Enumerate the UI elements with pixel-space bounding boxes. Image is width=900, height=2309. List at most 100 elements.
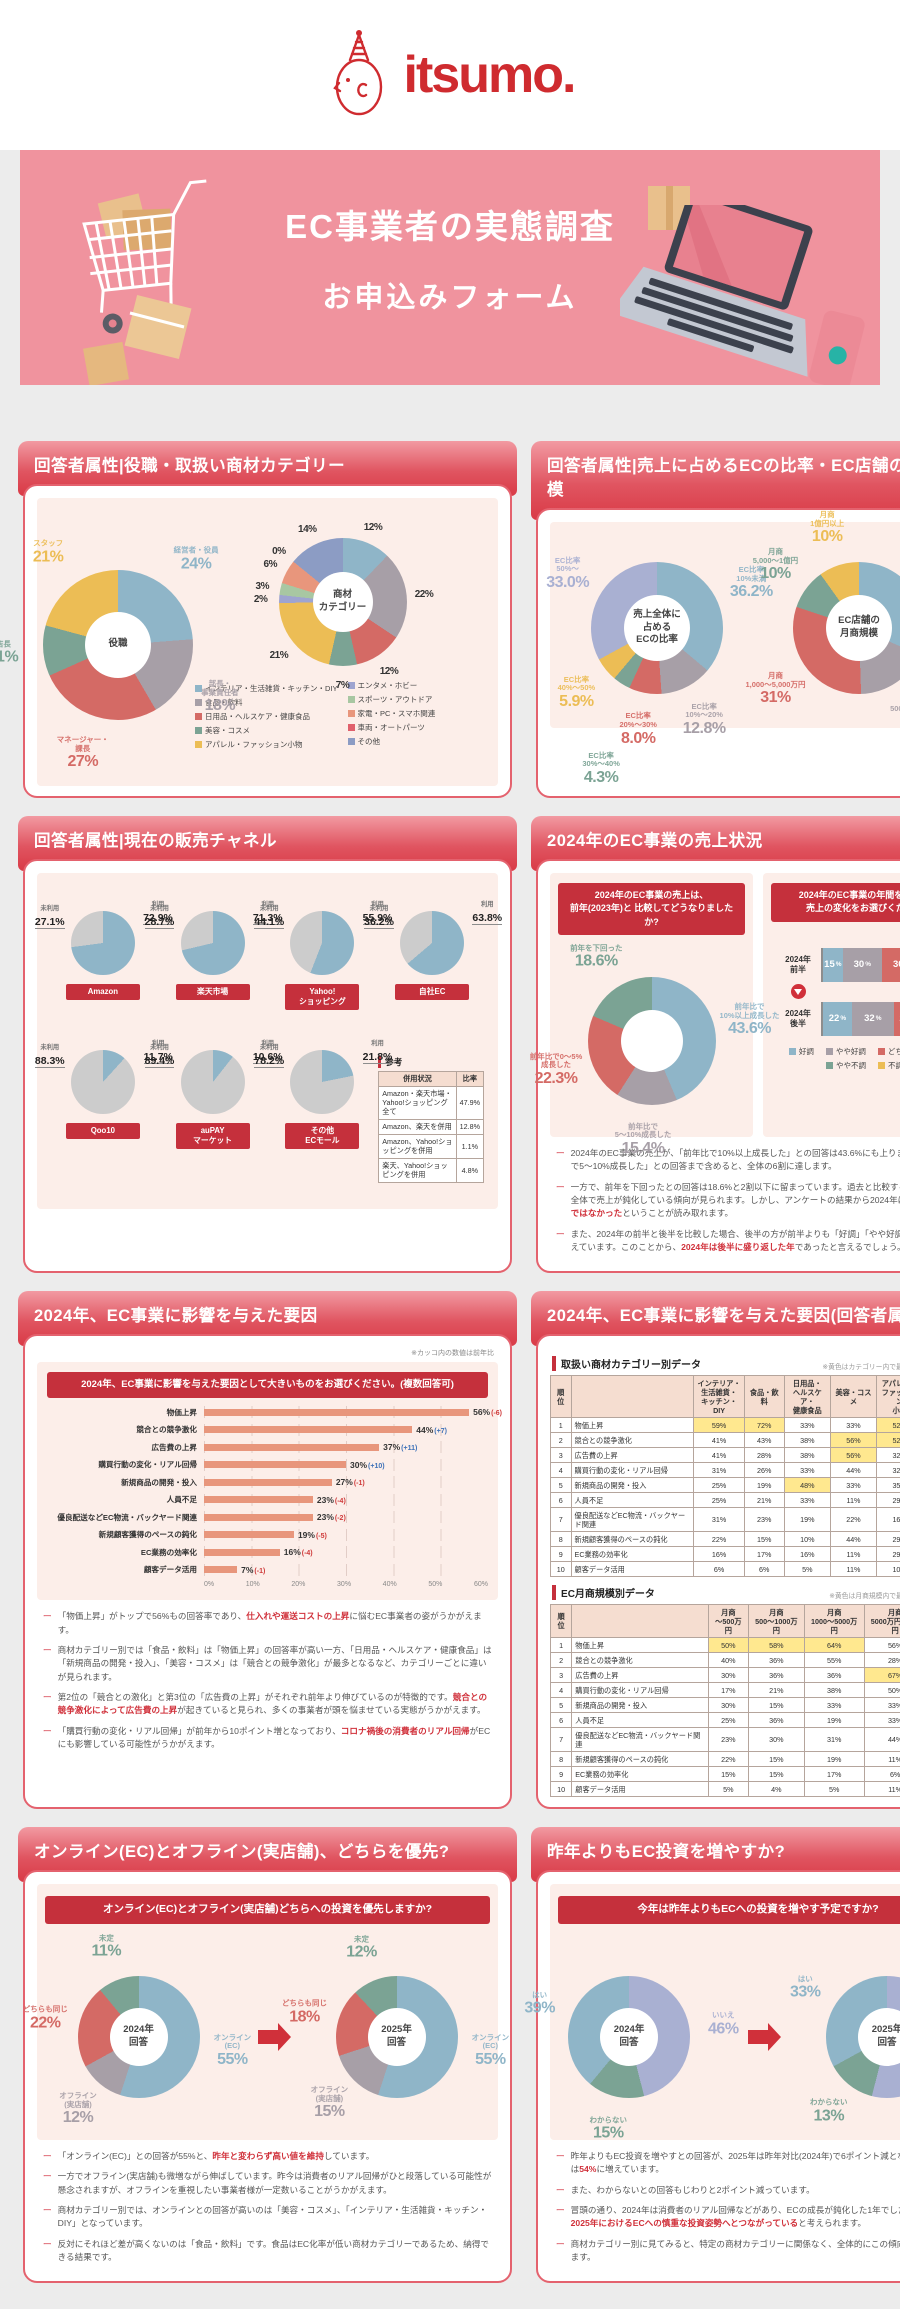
- pie-chart: [180, 910, 245, 975]
- x-axis-ticks: 0% 10% 20% 30% 40% 50% 60%: [204, 1581, 488, 1589]
- pie-chart: [400, 910, 465, 975]
- table1-note: ※黄色はカテゴリー内で最も回答率が高い項目: [822, 1364, 900, 1372]
- donut-ring: 2025年 回答: [826, 1975, 900, 2098]
- factor-bar-row: 新規顧客獲得のペースの鈍化 19%(-5): [47, 1528, 489, 1541]
- nouse-label: 未利用 44.1%: [254, 904, 285, 929]
- donut-segment-label: EC比率 40%〜50% 5.9%: [557, 674, 596, 711]
- donut-segment-label: 12%: [363, 521, 383, 533]
- p5-notes: ー「物価上昇」がトップで56%もの回答率であり、仕入れや運送コストの上昇に悩むE…: [43, 1610, 492, 1751]
- panel-card: 2024年のEC事業の売上は、 前年(2023年)と 比較してどうなりましたか? …: [530, 858, 900, 1274]
- panel-title: 回答者属性|役職・取扱い商材カテゴリー: [34, 457, 346, 475]
- p3-chart-area: 未利用 27.1% 利用 72.9% Amazon 未利用 28.7% 利用 71.3%…: [34, 872, 503, 1209]
- logo-wordmark: itsumo.: [403, 46, 577, 104]
- donut-ring: 役職: [43, 569, 193, 720]
- panel-2024-impact-factors: 2024年、EC事業に影響を与えた要因 ※カッコ内の数値は前年比 2024年、E…: [18, 1291, 518, 1810]
- panel-card: 売上全体に 占める ECの比率 EC比率 10%未満 36.2% EC比率 10%〜20% 12…: [536, 508, 900, 798]
- channel-pie: 未利用 44.1% 利用 55.9% Yahoo! ショッピング: [254, 901, 393, 1010]
- banner-title-line1: EC事業者の実態調査: [285, 208, 615, 245]
- note-bullet: ー商材カテゴリー別では「食品・飲料」は「物価上昇」の回答率が高い一方、「日用品・…: [43, 1645, 492, 1682]
- channel-pie: 未利用 28.7% 利用 71.3% 楽天市場: [144, 901, 283, 1010]
- note-bullet: ー「物価上昇」がトップで56%もの回答率であり、仕入れや運送コストの上昇に悩むE…: [43, 1611, 482, 1635]
- donut-segment-label: 店長11%: [0, 639, 19, 666]
- donut-segment-label: EC比率 10%未満 36.2%: [729, 565, 773, 601]
- donut-segment-label: 前年比で 10%以上成長した 43.6%: [719, 1002, 780, 1038]
- channel-pies-row2: 未利用 88.3% 利用 11.7% Qoo10 未利用 89.4% 利用 10.6% …: [34, 1024, 490, 1197]
- monthly-sales-donut-chart: EC店舗の月商規模月商〜500万円32%月商500〜1,000万円18%月商1,…: [745, 510, 900, 713]
- right-arrow-icon: [257, 2022, 291, 2051]
- factor-bar-row: 顧客データ活用 7%(-1): [47, 1563, 489, 1576]
- factor-bar-row: 新規商品の開発・投入 27%(-1): [47, 1476, 489, 1489]
- channel-pies-row1: 未利用 27.1% 利用 72.9% Amazon 未利用 28.7% 利用 71.3%…: [34, 885, 503, 1024]
- table2-caption-row: EC月商規模別データ ※黄色は月商規模内で最も回答率が高い項目: [552, 1585, 900, 1601]
- donut-segment-label: 月商 1,000〜5,000万円 31%: [745, 671, 806, 707]
- donut-segment-label: どちらも同じ 18%: [282, 1998, 328, 2026]
- panel-respondent-attributes-roles: 回答者属性|役職・取扱い商材カテゴリー 役職 経営者・役員 24% 部長・ 事業責任者 1…: [0, 441, 518, 798]
- cardboard-boxes-illustration: [83, 294, 192, 385]
- reference-table-block: 参考 併用状況 比率 Amazon・楽天市場・Yahoo!ショッピング全て 47.9%…: [378, 1050, 486, 1183]
- panel-online-offline-priority: オンライン(EC)とオフライン(実店舗)、どちらを優先? オンライン(EC)とオ…: [18, 1827, 518, 2284]
- factor-bar-row: 物価上昇 56%(-6): [166, 1406, 502, 1419]
- right-arrow-icon: [748, 2022, 782, 2051]
- panel-title: 昨年よりもEC投資を増やすか?: [547, 1843, 786, 1862]
- use-label: 利用 55.9%: [362, 900, 393, 925]
- legend-item: 食品・飲料: [195, 697, 338, 708]
- p8-chart-area: 今年は昨年よりもECへの投資を増やす予定ですか? 2024年 回答 いいえ 46% わか…: [524, 1884, 900, 2142]
- donut-segment-label: 21%: [269, 649, 289, 661]
- itsumo-face-icon: [332, 30, 382, 116]
- channel-name-badge: 自社EC: [395, 983, 470, 1000]
- panel-card: 未利用 27.1% 利用 72.9% Amazon 未利用 28.7% 利用 71.3%…: [23, 858, 513, 1274]
- category-donut-chart: 商材 カテゴリー 12% 22% 12% 7% 21% 2% 3% 6% 0% 14%: [254, 522, 434, 691]
- stack-legend: 好調やや好調どちらでもないやや不調 不調: [771, 1046, 900, 1071]
- legend-item: エンタメ・ホビー: [347, 680, 491, 691]
- donut-segment-label: 未定 11%: [91, 1933, 122, 1960]
- panel-sales-channels: 回答者属性|現在の販売チャネル 未利用 27.1% 利用 72.9% Amazon …: [18, 815, 518, 1274]
- channel-name-badge: その他 ECモール: [285, 1122, 360, 1149]
- priority-2024-donut: 2024年 回答 オンライン (EC) 55% オフライン (実店舗) 12% どちらも同じ 22…: [23, 1933, 251, 2126]
- donut-segment-label: マネージャー・ 課長 27%: [56, 735, 109, 771]
- donut-center-label: 2025年 回答: [858, 2007, 900, 2066]
- table1-caption: 取扱い商材カテゴリー別データ: [552, 1356, 701, 1372]
- nouse-label: 未利用 36.2%: [364, 904, 394, 929]
- down-arrow-icon: [790, 984, 806, 999]
- donut-segment-label: 12%: [379, 665, 399, 677]
- use-label: 利用 63.8%: [472, 900, 503, 925]
- donut-segment-label: いいえ 46%: [708, 2010, 739, 2038]
- donut-segment-label: スタッフ 21%: [32, 538, 64, 566]
- table2-note: ※黄色は月商規模内で最も回答率が高い項目: [829, 1593, 900, 1601]
- question-box: 2024年、EC事業に影響を与えた要因として大きいものをお選びください。(複数回…: [47, 1372, 489, 1399]
- legend-item: アパレル・ファッション小物: [195, 739, 338, 750]
- channel-pie: 未利用 36.2% 利用 63.8% 自社EC: [364, 901, 503, 1010]
- chart-note: ※カッコ内の数値は前年比: [411, 1350, 495, 1358]
- panel-title: オンライン(EC)とオフライン(実店舗)、どちらを優先?: [34, 1843, 450, 1862]
- donut-center-label: EC店舗の 月商規模: [826, 595, 893, 661]
- note-bullet: ー一方で、前年を下回ったとの回答は18.6%と2割以下に留まっています。過去と比…: [556, 1181, 900, 1219]
- donut-ring: EC店舗の 月商規模: [793, 562, 900, 694]
- pie-chart: [70, 1049, 135, 1114]
- donut-segment-label: EC比率 30%〜40% 4.3%: [582, 750, 620, 787]
- note-bullet: ー商材カテゴリー別では、オンラインとの回答が高いのは「美容・コスメ」、「インテリ…: [43, 2204, 488, 2229]
- question-box: オンライン(EC)とオフライン(実店舗)どちらへの投資を優先しますか?: [45, 1896, 491, 1924]
- legend-item: 不調: [878, 1060, 900, 1071]
- factor-bar-row: EC業務の効率化 16%(-4): [47, 1546, 489, 1559]
- p8-notes: ー昨年よりもEC投資を増やすとの回答が、2025年は昨年対比(2024年)で6ポ…: [556, 2150, 900, 2264]
- legend-item: どちらでもない: [877, 1046, 900, 1057]
- note-bullet: ー 2024年のEC事業の売上が、「前年比で10%以上成長した」との回答は43.6…: [556, 1148, 900, 1172]
- donut-center-label: 2025年 回答: [367, 2007, 426, 2066]
- reference-caption: 参考: [378, 1055, 484, 1068]
- donut-ring: [587, 977, 716, 1105]
- legend-item: やや好調: [825, 1046, 866, 1057]
- donut-segment-label: 6%: [263, 559, 278, 571]
- note-bullet: ー昨年よりもEC投資を増やすとの回答が、2025年は昨年対比(2024年)で6ポ…: [556, 2150, 900, 2175]
- data-table: 順位 月商 〜500万円 月商 500〜1000万円 月商 1000〜5000万円 月商 500…: [550, 1604, 900, 1798]
- channel-combination-table: 併用状況 比率 Amazon・楽天市場・Yahoo!ショッピング全て 47.9% Ama…: [378, 1070, 485, 1183]
- nouse-label: 未利用 88.3%: [34, 1043, 65, 1068]
- factor-bar-row: 購買行動の変化・リアル回帰 30%(+10): [47, 1458, 489, 1471]
- donut-center-label: 商材 カテゴリー: [312, 572, 373, 632]
- p4-growth-block: 2024年のEC事業の売上は、 前年(2023年)と 比較してどうなりましたか? …: [530, 872, 780, 1157]
